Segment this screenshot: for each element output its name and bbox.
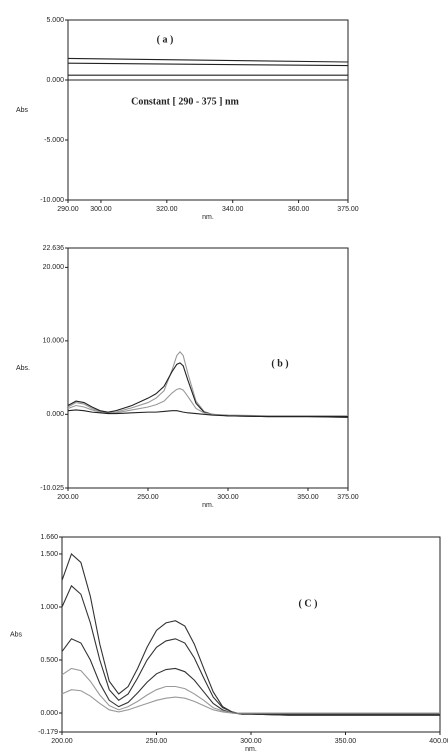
x-tick-label: 300.00: [90, 206, 112, 213]
x-axis-label: nm.: [245, 746, 257, 753]
plot-frame: [61, 536, 441, 733]
spectrum-line: [61, 689, 440, 714]
x-tick-label: 375.00: [337, 494, 359, 501]
x-tick-label: 400.00: [429, 738, 448, 745]
x-tick-label: 300.00: [217, 494, 239, 501]
spectrum-line: [67, 62, 349, 67]
y-axis-label: Abs: [10, 631, 23, 638]
y-tick-label: 20.000: [43, 264, 65, 271]
x-tick-label: 200.00: [57, 494, 79, 501]
y-tick-label: 0.000: [46, 411, 64, 418]
spectrum-line: [61, 553, 440, 716]
x-tick-label: 290.00: [57, 206, 79, 213]
annotation: Constant [ 290 - 375 ] nm: [131, 96, 239, 107]
x-tick-label: 200.00: [51, 738, 73, 745]
y-axis-label: Abs: [16, 107, 29, 114]
x-tick-label: 350.00: [297, 494, 319, 501]
x-tick-label: 320.00: [156, 206, 178, 213]
x-axis-label: nm.: [202, 214, 214, 221]
y-tick-label: 1.000: [40, 604, 58, 611]
x-tick-label: 250.00: [137, 494, 159, 501]
y-tick-label: 22.636: [43, 245, 65, 252]
y-tick-label: 0.500: [40, 657, 58, 664]
x-tick-label: 375.00: [337, 206, 359, 213]
x-tick-label: 360.00: [288, 206, 310, 213]
y-tick-label: -10.000: [40, 197, 64, 204]
annotation: ( b ): [271, 358, 288, 369]
spectrum-line: [61, 638, 440, 715]
x-axis-label: nm.: [202, 502, 214, 509]
y-axis-label: Abs.: [16, 365, 30, 372]
y-tick-label: 1.660: [40, 534, 58, 541]
y-tick-label: -10.025: [40, 485, 64, 492]
y-tick-label: -5.000: [44, 137, 64, 144]
spectrum-line: [67, 362, 349, 418]
annotation: ( C ): [299, 598, 318, 609]
y-tick-label: 5.000: [46, 17, 64, 24]
y-tick-label: -0.179: [38, 729, 58, 736]
x-tick-label: 340.00: [222, 206, 244, 213]
y-tick-label: 0.000: [46, 77, 64, 84]
annotation: ( a ): [157, 34, 174, 45]
x-tick-label: 250.00: [146, 738, 168, 745]
spectrum-line: [67, 351, 349, 418]
plot-frame: [67, 19, 349, 201]
spectrum-line: [61, 584, 440, 716]
plot-frame: [67, 247, 349, 489]
y-tick-label: 0.000: [40, 710, 58, 717]
spectrum-line: [67, 409, 348, 418]
x-tick-label: 300.00: [240, 738, 262, 745]
spectrum-line: [67, 388, 348, 417]
y-tick-label: 1.500: [40, 551, 58, 558]
y-tick-label: 10.000: [43, 338, 65, 345]
x-tick-label: 350.00: [335, 738, 357, 745]
spectrum-line: [67, 57, 349, 63]
